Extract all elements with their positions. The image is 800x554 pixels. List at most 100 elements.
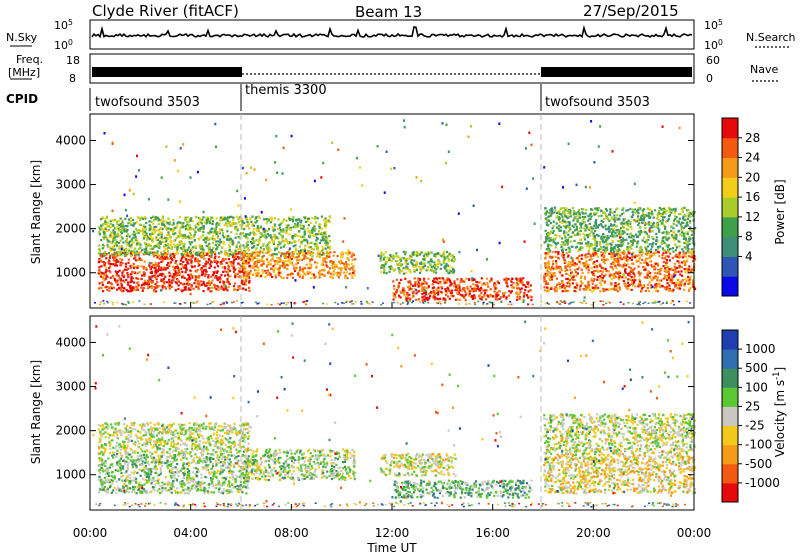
scatter-cell: [184, 216, 187, 219]
scatter-cell: [104, 217, 107, 220]
scatter-cell: [250, 255, 253, 258]
scatter-cell: [445, 262, 448, 265]
scatter-cell: [130, 278, 133, 281]
scatter-cell: [276, 256, 279, 259]
scatter-cell: [273, 223, 276, 226]
scatter-cell: [130, 289, 133, 293]
scatter-cell: [680, 261, 683, 264]
scatter-cell: [201, 234, 205, 237]
scatter-cell: [498, 297, 501, 300]
scatter-cell: [292, 267, 296, 270]
scatter-cell: [558, 229, 561, 232]
scatter-cell: [446, 277, 449, 280]
scatter-cell: [544, 257, 547, 260]
scatter-cell: [250, 242, 253, 245]
scatter-cell: [279, 258, 282, 261]
scatter-cell: [232, 285, 236, 288]
scatter-cell: [579, 284, 582, 287]
scatter-cell: [178, 232, 181, 235]
scatter-cell: [112, 246, 115, 250]
scatter-cell: [451, 266, 454, 269]
scatter-cell: [251, 259, 254, 262]
scatter-cell: [134, 236, 137, 239]
scatter-cell: [300, 258, 303, 262]
scatter-cell: [649, 230, 653, 233]
scatter-cell: [587, 240, 590, 244]
scatter-cell: [197, 224, 200, 227]
scatter-cell: [172, 219, 175, 222]
date-title: 27/Sep/2015: [583, 2, 679, 20]
scatter-cell: [106, 229, 109, 232]
scatter-cell: [233, 256, 236, 259]
scatter-cell: [674, 207, 677, 210]
scatter-cell: [396, 289, 399, 292]
scatter-cell: [519, 279, 522, 282]
scatter-cell: [592, 279, 595, 283]
scatter-cell: [655, 282, 658, 286]
scatter-cell: [627, 209, 630, 212]
scatter-cell: [653, 253, 656, 257]
scatter-cell: [403, 258, 407, 261]
scatter-cell: [637, 265, 640, 268]
scatter-cell: [189, 269, 192, 272]
scatter-cell: [320, 253, 324, 256]
scatter-cell: [623, 239, 626, 242]
scatter-cell: [188, 278, 191, 281]
scatter-cell: [281, 237, 284, 240]
scatter-cell: [435, 268, 438, 271]
scatter-cell: [544, 262, 547, 265]
nsky-strip: N.Sky 105 100 105 100 N.Search: [6, 18, 796, 53]
scatter-cell: [623, 283, 626, 286]
scatter-cell: [683, 268, 686, 271]
scatter-cell: [339, 271, 342, 275]
scatter-cell: [626, 262, 629, 265]
scatter-cell: [149, 279, 153, 282]
scatter-cell: [404, 253, 407, 256]
scatter-cell: [677, 256, 681, 259]
scatter-cell: [315, 239, 318, 242]
scatter-cell: [145, 251, 148, 255]
scatter-cell: [184, 249, 187, 252]
scatter-cell: [97, 287, 100, 290]
scatter-cell: [573, 289, 576, 293]
scatter-cell: [310, 241, 313, 244]
scatter-cell: [106, 288, 109, 291]
scatter-cell: [688, 235, 691, 238]
scatter-cell: [295, 263, 298, 266]
scatter-cell: [219, 276, 222, 279]
scatter-cell: [281, 239, 284, 242]
scatter-cell: [168, 220, 171, 223]
scatter-cell: [332, 273, 335, 276]
scatter-cell: [109, 219, 112, 223]
scatter-cell: [432, 265, 435, 268]
scatter-cell: [565, 277, 568, 280]
scatter-cell: [596, 255, 600, 258]
scatter-cell: [122, 274, 126, 277]
scatter-cell: [548, 244, 552, 247]
scatter-cell: [392, 280, 395, 283]
scatter-cell: [259, 246, 262, 249]
scatter-cell: [643, 230, 646, 233]
scatter-cell: [592, 254, 595, 257]
scatter-cell: [299, 273, 302, 277]
scatter-cell: [461, 294, 464, 297]
scatter-cell: [274, 225, 277, 228]
scatter-cell: [598, 263, 601, 266]
scatter-cell: [146, 238, 149, 241]
scatter-cell: [656, 284, 659, 287]
scatter-cell: [397, 267, 400, 270]
scatter-cell: [474, 296, 477, 299]
scatter-cell: [643, 285, 646, 288]
scatter-cell: [646, 274, 649, 277]
scatter-cell: [208, 222, 211, 225]
scatter-cell: [235, 251, 238, 254]
scatter-cell: [285, 224, 288, 227]
scatter-cell: [627, 284, 630, 287]
scatter-cell: [190, 264, 193, 267]
scatter-cell: [421, 287, 424, 290]
scatter-cell: [691, 255, 694, 258]
scatter-cell: [303, 233, 306, 236]
scatter-cell: [641, 239, 644, 242]
scatter-cell: [459, 298, 462, 301]
scatter-cell: [211, 237, 214, 240]
